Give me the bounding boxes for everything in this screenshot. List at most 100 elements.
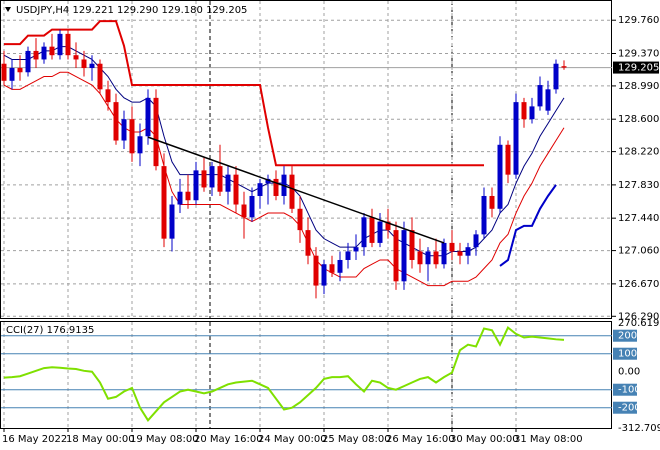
candle-body (465, 247, 471, 256)
y-tick-label: -312.7092 (618, 423, 660, 434)
price-panel-frame (0, 0, 612, 319)
y-tick-label: -100 (618, 385, 641, 396)
candle-body (105, 89, 111, 103)
y-tick-label: 127.830 (618, 180, 659, 191)
candle-body (65, 33, 71, 56)
candle-body (433, 251, 439, 265)
candle-body (97, 63, 103, 90)
candle-body (257, 183, 263, 196)
candle-body (385, 221, 391, 231)
candle-body (313, 255, 319, 286)
candle-body (337, 259, 343, 273)
candle-body (225, 174, 231, 192)
x-tick-label: 20 May 16:00 (194, 434, 263, 445)
candle-body (513, 102, 519, 175)
candle-body (41, 46, 47, 60)
candle-body (297, 208, 303, 231)
candle-body (137, 136, 143, 154)
candle-body (441, 242, 447, 265)
candle-body (265, 178, 271, 184)
candle-body (457, 251, 463, 256)
candle-body (505, 144, 511, 175)
level-tag (613, 383, 637, 396)
candle-body (521, 102, 527, 120)
indicator-line (499, 184, 557, 267)
candle-body (473, 234, 479, 248)
candle-body (449, 242, 455, 252)
candle-body (1, 63, 7, 81)
candle-body (217, 166, 223, 192)
candle-body (401, 230, 407, 282)
candle-body (81, 59, 87, 68)
candle-body (121, 119, 127, 141)
y-tick-label: 128.990 (618, 81, 659, 92)
candle-body (561, 66, 567, 68)
candle-body (353, 247, 359, 252)
current-price-label: 129.205 (618, 63, 659, 74)
candle-body (193, 170, 199, 201)
candle-body (153, 97, 159, 167)
y-tick-label: 270.6198 (618, 318, 660, 329)
x-tick-label: 19 May 08:00 (130, 434, 199, 445)
candle-body (57, 33, 63, 56)
candle-body (481, 195, 487, 235)
candle-body (545, 89, 551, 111)
candle-body (113, 102, 119, 141)
y-tick-label: -200 (618, 403, 641, 414)
current-price-tag (613, 61, 659, 74)
candle-body (89, 63, 95, 68)
candle-body (249, 195, 255, 218)
candle-body (185, 191, 191, 201)
indicator-label: CCI(27) 176.9135 (6, 325, 94, 336)
candle-body (329, 264, 335, 273)
candle-body (25, 50, 31, 73)
indicator-name: CCI(27) (6, 325, 44, 336)
candle-body (289, 174, 295, 209)
candle-body (17, 67, 23, 73)
candle-body (425, 251, 431, 265)
collapse-icon (5, 7, 11, 12)
level-tag (613, 347, 637, 360)
candle-body (553, 63, 559, 90)
candle-body (33, 50, 39, 60)
x-tick-label: 16 May 2022 (2, 434, 67, 445)
y-tick-label: 200 (618, 331, 637, 342)
x-tick-label: 26 May 16:00 (386, 434, 455, 445)
trendline (147, 136, 445, 244)
candle-body (393, 230, 399, 282)
candle-body (9, 67, 15, 81)
y-tick-label: 126.290 (618, 311, 659, 322)
candle-body (233, 174, 239, 205)
level-tag (613, 401, 637, 414)
candle-body (409, 230, 415, 260)
indicator-line (4, 20, 484, 167)
candle-body (537, 85, 543, 107)
x-tick-label: 31 May 08:00 (514, 434, 583, 445)
chart-title: USDJPY,H4 129.221 129.290 129.180 129.20… (16, 5, 247, 16)
candle-body (345, 251, 351, 260)
candle-body (241, 204, 247, 218)
candle-body (73, 55, 79, 60)
candle-body (529, 106, 535, 120)
y-tick-label: 0.00 (618, 367, 640, 378)
cci-line (3, 326, 565, 422)
x-tick-label: 18 May 00:00 (66, 434, 135, 445)
indicator-value: 176.9135 (47, 325, 95, 336)
candle-body (369, 217, 375, 243)
y-tick-label: 126.670 (618, 279, 659, 290)
candle-body (129, 119, 135, 154)
y-tick-label: 127.060 (618, 246, 659, 257)
candle-body (305, 230, 311, 256)
y-tick-label: 129.760 (618, 15, 659, 26)
y-tick-label: 128.600 (618, 114, 659, 125)
candle-body (169, 204, 175, 239)
candle-body (417, 251, 423, 265)
candle-body (273, 178, 279, 196)
cci-panel-frame (0, 321, 612, 429)
y-tick-label: 129.370 (618, 48, 659, 59)
candle-body (209, 166, 215, 188)
candle-body (49, 46, 55, 56)
